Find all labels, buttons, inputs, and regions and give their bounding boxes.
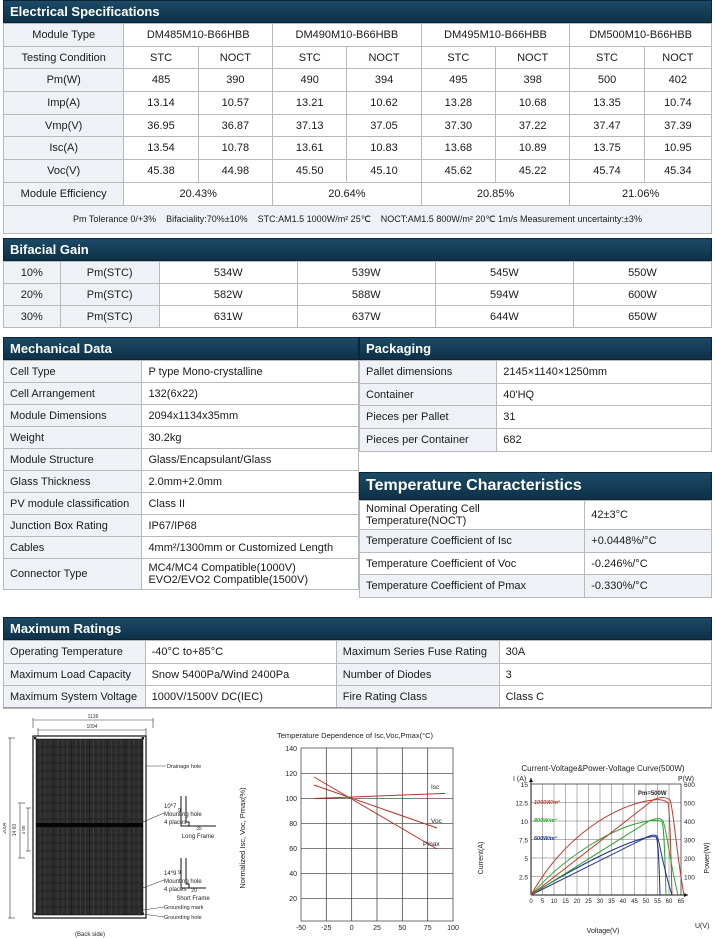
svg-text:200: 200	[684, 856, 695, 863]
svg-text:Current-Voltage&Power-Voltage: Current-Voltage&Power-Voltage Curve(500W…	[521, 764, 685, 773]
svg-text:14*9: 14*9	[164, 871, 177, 877]
svg-text:100: 100	[285, 796, 297, 803]
svg-text:Voltage(V): Voltage(V)	[587, 928, 620, 935]
svg-text:0: 0	[529, 899, 533, 905]
svg-text:1094: 1094	[86, 724, 97, 730]
svg-text:12.5: 12.5	[515, 801, 528, 808]
svg-text:Grounding mark: Grounding mark	[164, 905, 204, 911]
svg-text:600: 600	[684, 782, 695, 789]
svg-text:Mounting hole: Mounting hole	[164, 879, 202, 885]
svg-text:2.5: 2.5	[519, 875, 528, 882]
svg-text:60: 60	[666, 899, 673, 905]
svg-text:Normalized Isc, Voc, Pmax(%): Normalized Isc, Voc, Pmax(%)	[238, 787, 247, 889]
svg-text:40: 40	[289, 871, 297, 878]
svg-text:Power(W): Power(W)	[704, 842, 711, 873]
svg-text:10*7: 10*7	[164, 804, 177, 810]
svg-text:9: 9	[178, 870, 181, 876]
svg-text:25: 25	[373, 925, 381, 932]
svg-text:Grounding hole: Grounding hole	[164, 915, 202, 921]
svg-text:0: 0	[350, 925, 354, 932]
svg-text:9: 9	[178, 808, 181, 814]
svg-text:20: 20	[574, 899, 581, 905]
svg-text:100: 100	[684, 875, 695, 882]
svg-text:2094: 2094	[3, 822, 8, 833]
svg-text:Temperature Dependence of Isc,: Temperature Dependence of Isc,Voc,Pmax(°…	[277, 731, 433, 740]
svg-text:50: 50	[398, 925, 406, 932]
svg-text:Pmax: Pmax	[423, 841, 440, 848]
svg-text:Isc: Isc	[431, 784, 440, 791]
svg-text:45: 45	[631, 899, 638, 905]
svg-text:1136: 1136	[88, 714, 99, 720]
svg-text:140: 140	[285, 746, 297, 753]
svg-text:800W/m²: 800W/m²	[534, 817, 557, 824]
svg-text:Drainage hole: Drainage hole	[167, 764, 201, 770]
svg-text:14 60: 14 60	[12, 824, 18, 837]
svg-text:40: 40	[620, 899, 627, 905]
svg-text:-50: -50	[296, 925, 306, 932]
svg-text:Short Frame: Short Frame	[176, 896, 210, 902]
svg-text:7.5: 7.5	[519, 838, 528, 845]
svg-text:35: 35	[608, 899, 615, 905]
svg-text:25: 25	[585, 899, 592, 905]
svg-text:60: 60	[289, 846, 297, 853]
svg-text:10: 10	[521, 819, 529, 826]
svg-text:500: 500	[684, 801, 695, 808]
svg-text:75: 75	[424, 925, 432, 932]
svg-text:30: 30	[597, 899, 604, 905]
svg-text:4 00: 4 00	[21, 825, 26, 834]
svg-text:4 places: 4 places	[164, 820, 186, 826]
svg-text:20: 20	[289, 896, 297, 903]
svg-text:1000W/m²: 1000W/m²	[534, 799, 560, 806]
svg-text:Long Frame: Long Frame	[182, 834, 215, 840]
svg-text:(Back side): (Back side)	[75, 932, 105, 938]
svg-text:Mounting hole: Mounting hole	[164, 812, 202, 818]
svg-text:20: 20	[191, 888, 197, 894]
svg-text:-25: -25	[321, 925, 331, 932]
svg-text:Pm=500W: Pm=500W	[638, 791, 667, 797]
svg-text:100: 100	[447, 925, 459, 932]
svg-text:120: 120	[285, 771, 297, 778]
svg-text:Voc: Voc	[431, 818, 443, 825]
svg-text:Current(A): Current(A)	[478, 842, 485, 875]
svg-text:5: 5	[524, 856, 528, 863]
svg-text:35: 35	[196, 826, 202, 832]
svg-text:15: 15	[521, 782, 529, 789]
svg-text:600W/m²: 600W/m²	[534, 835, 557, 842]
svg-text:10: 10	[551, 899, 558, 905]
svg-text:50: 50	[643, 899, 650, 905]
svg-text:5: 5	[541, 899, 545, 905]
svg-text:15: 15	[562, 899, 569, 905]
svg-text:80: 80	[289, 821, 297, 828]
svg-text:300: 300	[684, 838, 695, 845]
svg-text:55: 55	[654, 899, 661, 905]
svg-text:65: 65	[678, 899, 685, 905]
svg-text:U(V): U(V)	[695, 923, 709, 930]
svg-text:400: 400	[684, 819, 695, 826]
